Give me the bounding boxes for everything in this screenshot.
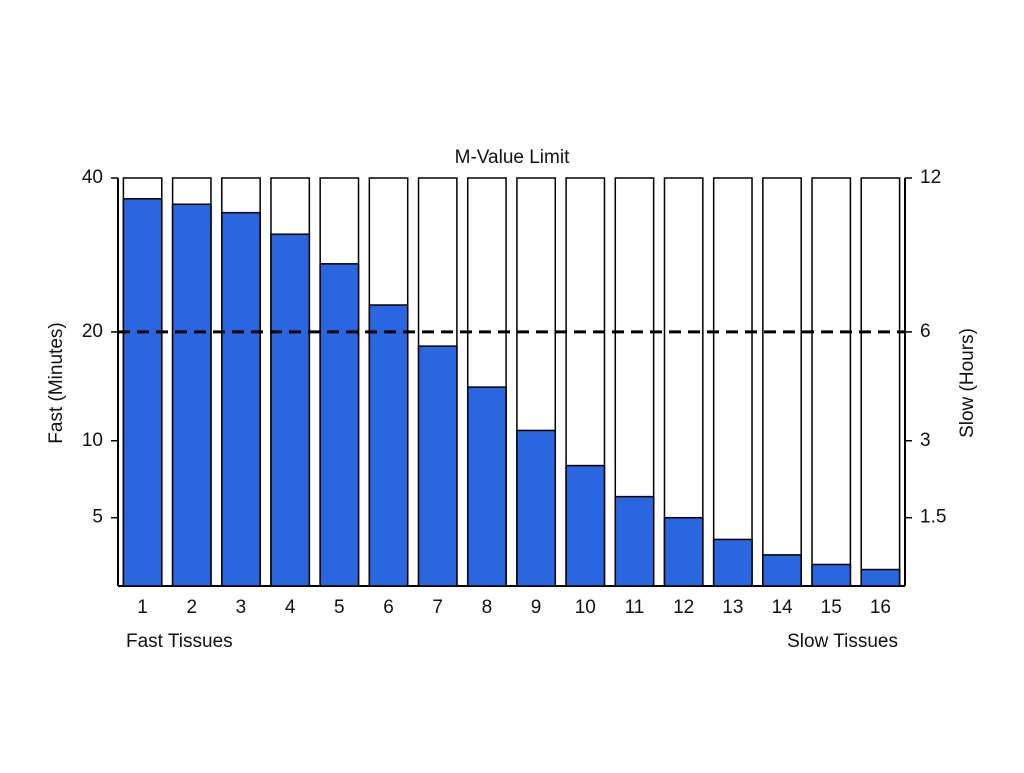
bar bbox=[712, 538, 753, 587]
limit-box bbox=[811, 177, 852, 587]
y2-axis-label: Slow (Hours) bbox=[957, 328, 978, 438]
y-tick-label: 40 bbox=[82, 167, 103, 188]
bar bbox=[221, 211, 261, 587]
x-tick-label: 16 bbox=[870, 597, 891, 618]
x-tick-label: 13 bbox=[722, 597, 743, 618]
bar bbox=[368, 304, 409, 587]
y-tick-label: 10 bbox=[82, 430, 103, 451]
x-tick-label: 15 bbox=[821, 597, 842, 618]
x-tick-label: 5 bbox=[334, 597, 345, 618]
bar bbox=[417, 345, 458, 587]
annotation: Slow Tissues bbox=[787, 631, 898, 652]
x-tick-label: 8 bbox=[482, 597, 493, 618]
x-tick-label: 12 bbox=[673, 597, 694, 618]
limit-box bbox=[712, 177, 753, 587]
bar bbox=[516, 429, 557, 587]
x-tick-label: 7 bbox=[432, 597, 443, 618]
y2-tick-label: 6 bbox=[920, 321, 931, 342]
bar bbox=[762, 554, 802, 587]
bar bbox=[319, 263, 360, 587]
x-tick-label: 11 bbox=[625, 597, 645, 618]
bar bbox=[565, 464, 606, 587]
x-tick-label: 4 bbox=[285, 597, 296, 618]
y2-tick-label: 1.5 bbox=[920, 507, 946, 528]
y-axis-label: Fast (Minutes) bbox=[46, 322, 67, 443]
bar bbox=[811, 563, 852, 587]
bar bbox=[270, 233, 311, 587]
y2-tick-label: 12 bbox=[920, 167, 941, 188]
x-tick-label: 3 bbox=[236, 597, 247, 618]
bar bbox=[614, 495, 655, 587]
x-tick-label: 10 bbox=[575, 597, 596, 618]
x-tick-label: 6 bbox=[383, 597, 394, 618]
y-tick-label: 20 bbox=[82, 321, 103, 342]
y2-tick-label: 3 bbox=[920, 430, 931, 451]
bar bbox=[122, 198, 163, 587]
x-tick-label: 1 bbox=[137, 597, 148, 618]
bar bbox=[860, 568, 901, 587]
x-tick-label: 2 bbox=[186, 597, 197, 618]
bar bbox=[663, 516, 704, 587]
x-tick-label: 9 bbox=[531, 597, 542, 618]
bar bbox=[466, 386, 507, 587]
annotation: Fast Tissues bbox=[126, 631, 233, 652]
y-tick-label: 5 bbox=[92, 507, 103, 528]
chart-title: M-Value Limit bbox=[455, 147, 570, 168]
limit-box bbox=[762, 177, 802, 587]
bar bbox=[171, 203, 212, 587]
x-tick-label: 14 bbox=[771, 597, 793, 618]
limit-box bbox=[860, 177, 901, 587]
